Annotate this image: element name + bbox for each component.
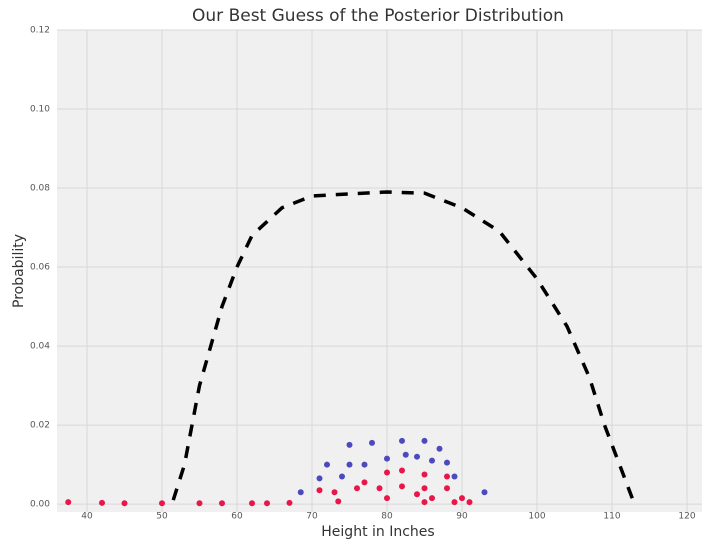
- data-point: [249, 500, 255, 507]
- data-point: [444, 485, 450, 492]
- y-axis-label: Probability: [11, 234, 27, 308]
- data-point: [354, 485, 360, 492]
- x-tick-label: 50: [156, 512, 168, 522]
- data-point: [376, 485, 383, 492]
- data-point: [99, 499, 105, 506]
- data-point: [402, 451, 409, 458]
- y-tick-label: 0.02: [30, 421, 50, 431]
- x-tick-label: 70: [306, 512, 318, 522]
- data-point: [429, 457, 435, 464]
- data-point: [384, 455, 390, 462]
- y-tick-label: 0.00: [30, 500, 50, 510]
- data-point: [414, 453, 420, 460]
- x-axis-label: Height in Inches: [321, 524, 434, 540]
- y-tick-label: 0.12: [30, 26, 50, 36]
- data-point: [346, 461, 353, 468]
- data-point: [421, 485, 428, 492]
- data-point: [286, 499, 293, 506]
- data-point: [451, 473, 458, 480]
- data-point: [399, 437, 405, 444]
- plot-area: [57, 30, 702, 512]
- data-point: [414, 491, 420, 498]
- x-tick-label: 100: [528, 512, 545, 522]
- data-point: [429, 495, 435, 502]
- x-tick-label: 40: [81, 512, 93, 522]
- data-point: [384, 469, 390, 476]
- data-point: [436, 445, 443, 452]
- y-tick-label: 0.04: [30, 342, 50, 352]
- data-point: [459, 495, 465, 502]
- data-point: [399, 467, 405, 474]
- data-point: [335, 498, 342, 505]
- x-tick-label: 80: [381, 512, 393, 522]
- data-point: [196, 500, 203, 507]
- x-tick-label: 90: [456, 512, 468, 522]
- data-point: [399, 483, 405, 490]
- data-point: [346, 441, 353, 448]
- data-point: [316, 475, 323, 482]
- data-point: [361, 461, 368, 468]
- data-point: [451, 499, 458, 506]
- data-point: [219, 500, 225, 507]
- data-point: [297, 489, 304, 496]
- data-point: [65, 499, 72, 506]
- x-tick-label: 120: [678, 512, 695, 522]
- y-tick-label: 0.10: [30, 105, 50, 115]
- y-tick-label: 0.08: [30, 184, 50, 194]
- data-point: [324, 461, 330, 468]
- data-point: [339, 473, 345, 480]
- data-point: [121, 500, 128, 507]
- x-tick-label: 110: [603, 512, 620, 522]
- x-tick-label: 60: [231, 512, 243, 522]
- data-point: [466, 499, 473, 506]
- data-point: [481, 489, 488, 496]
- posterior-line: [171, 190, 637, 505]
- data-point: [369, 439, 375, 446]
- data-point: [159, 500, 165, 507]
- data-point: [384, 495, 390, 502]
- y-tick-label: 0.06: [30, 263, 50, 273]
- data-point: [331, 489, 338, 496]
- data-point: [421, 437, 428, 444]
- data-point: [361, 479, 368, 486]
- data-point: [316, 487, 323, 494]
- data-point: [421, 499, 428, 506]
- data-point: [444, 459, 450, 466]
- chart-title: Our Best Guess of the Posterior Distribu…: [192, 6, 564, 26]
- data-point: [264, 500, 270, 507]
- data-point: [421, 471, 428, 478]
- data-point: [444, 473, 450, 480]
